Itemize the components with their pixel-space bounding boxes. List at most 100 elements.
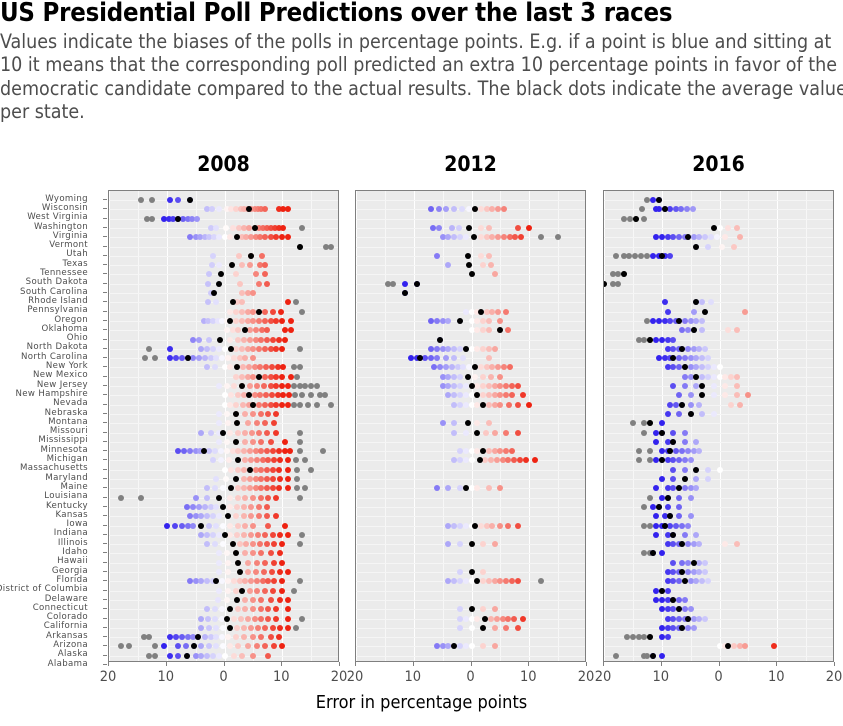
poll-point xyxy=(462,643,469,650)
poll-point xyxy=(629,634,636,641)
poll-point xyxy=(664,587,671,594)
poll-point xyxy=(271,420,278,427)
poll-point xyxy=(430,224,437,231)
poll-point xyxy=(235,327,242,334)
poll-point xyxy=(704,355,711,362)
poll-point xyxy=(520,615,527,622)
poll-point xyxy=(293,457,300,464)
y-axis-tick xyxy=(103,515,107,517)
state-average-point xyxy=(221,531,228,538)
poll-point xyxy=(670,364,677,371)
y-axis-label-hawaii: Hawaii xyxy=(57,556,88,567)
poll-point xyxy=(508,392,515,399)
poll-point xyxy=(704,364,711,371)
poll-point xyxy=(296,541,303,548)
poll-point xyxy=(491,448,498,455)
poll-point xyxy=(235,494,242,501)
poll-point xyxy=(664,624,671,631)
poll-point xyxy=(696,345,703,352)
gridline-row xyxy=(109,311,338,313)
poll-point xyxy=(485,327,492,334)
poll-point xyxy=(652,457,659,464)
poll-point xyxy=(221,234,228,241)
state-average-point xyxy=(658,587,665,594)
poll-point xyxy=(474,327,481,334)
poll-point xyxy=(230,355,237,362)
poll-point xyxy=(190,503,197,510)
poll-point xyxy=(497,522,504,529)
poll-point xyxy=(664,438,671,445)
poll-point xyxy=(451,355,458,362)
poll-point xyxy=(215,410,222,417)
poll-point xyxy=(227,494,234,501)
poll-point xyxy=(609,280,616,287)
poll-point xyxy=(650,197,657,203)
y-axis-tick xyxy=(103,264,107,266)
poll-point xyxy=(233,513,240,520)
gridline-row xyxy=(604,265,833,267)
poll-point xyxy=(257,234,264,241)
gridline-row xyxy=(356,293,585,294)
poll-point xyxy=(218,448,225,455)
poll-point xyxy=(264,652,271,659)
poll-point xyxy=(733,373,740,380)
poll-point xyxy=(223,550,230,557)
state-average-point xyxy=(465,420,472,427)
poll-point xyxy=(655,317,662,324)
poll-point xyxy=(664,606,671,613)
poll-point xyxy=(290,587,297,594)
y-axis-label-tennessee: Tennessee xyxy=(40,268,88,278)
state-average-point xyxy=(681,364,688,371)
x-axis-tick xyxy=(603,662,604,666)
state-average-point xyxy=(466,224,473,231)
poll-point xyxy=(497,485,504,492)
state-average-point xyxy=(465,252,472,259)
poll-point xyxy=(261,643,268,650)
poll-point xyxy=(252,466,259,473)
poll-point xyxy=(254,624,261,631)
poll-point xyxy=(670,234,677,241)
y-axis-label-south-dakota: South Dakota xyxy=(25,277,88,288)
poll-point xyxy=(253,271,260,278)
poll-point xyxy=(704,476,711,482)
poll-point xyxy=(321,392,328,399)
poll-point xyxy=(443,206,450,213)
poll-point xyxy=(518,234,525,241)
y-axis-label-rhode-island: Rhode Island xyxy=(28,295,88,306)
state-average-point xyxy=(658,429,665,436)
gridline-row xyxy=(356,562,585,564)
poll-point xyxy=(456,392,463,399)
poll-point xyxy=(710,392,717,399)
state-average-point xyxy=(223,615,230,622)
poll-point xyxy=(224,559,231,566)
poll-point xyxy=(209,578,216,585)
poll-point xyxy=(520,392,527,399)
poll-point xyxy=(664,457,671,464)
poll-point xyxy=(407,355,414,362)
y-axis-tick xyxy=(103,431,107,433)
poll-point xyxy=(205,317,212,324)
poll-point xyxy=(670,485,677,492)
gridline-row xyxy=(356,432,585,434)
poll-point xyxy=(456,541,463,548)
poll-point xyxy=(279,578,286,585)
y-axis-label-new-york: New York xyxy=(45,361,88,371)
poll-point xyxy=(247,327,254,334)
x-axis-tick-label: 20 xyxy=(330,669,348,685)
poll-point xyxy=(285,531,292,538)
poll-point xyxy=(279,317,286,324)
state-average-point xyxy=(678,624,685,631)
gridline-row xyxy=(356,469,585,471)
poll-point xyxy=(664,569,671,575)
poll-point xyxy=(271,541,278,548)
gridline-row xyxy=(109,413,338,415)
poll-point xyxy=(687,485,694,492)
poll-point xyxy=(296,438,303,445)
poll-point xyxy=(181,448,188,455)
poll-point xyxy=(664,531,671,538)
poll-point xyxy=(733,224,740,231)
poll-point xyxy=(146,652,153,659)
poll-point xyxy=(508,448,515,455)
gridline-row xyxy=(109,599,338,601)
poll-point xyxy=(215,559,222,566)
